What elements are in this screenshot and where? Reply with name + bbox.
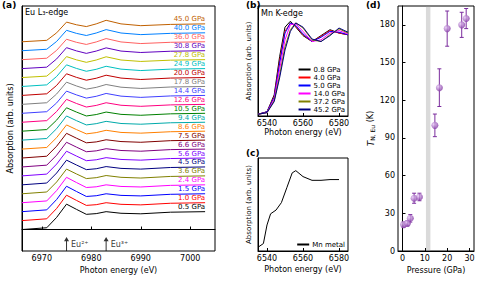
svg-text:24.9 GPa: 24.9 GPa <box>174 60 205 68</box>
svg-text:37.2 GPa: 37.2 GPa <box>314 98 345 106</box>
svg-text:4.5 GPa: 4.5 GPa <box>178 158 205 166</box>
svg-text:36.0 GPa: 36.0 GPa <box>174 33 205 41</box>
svg-text:20: 20 <box>442 254 452 263</box>
svg-text:6580: 6580 <box>329 119 349 128</box>
svg-text:Eu L₃-edge: Eu L₃-edge <box>25 8 68 17</box>
svg-text:20.0 GPa: 20.0 GPa <box>174 69 205 77</box>
svg-text:9.4 GPa: 9.4 GPa <box>178 114 205 122</box>
svg-text:7.5 GPa: 7.5 GPa <box>178 132 205 140</box>
svg-text:(c): (c) <box>246 148 260 158</box>
svg-text:Photon energy (eV): Photon energy (eV) <box>80 266 158 275</box>
svg-text:6560: 6560 <box>293 254 313 263</box>
svg-text:2.4 GPa: 2.4 GPa <box>178 176 205 184</box>
svg-text:45.2 GPa: 45.2 GPa <box>314 106 345 114</box>
svg-text:Photon energy (eV): Photon energy (eV) <box>264 128 342 137</box>
svg-text:6.6 GPa: 6.6 GPa <box>178 141 205 149</box>
svg-text:6980: 6980 <box>81 254 101 263</box>
svg-text:5.6 GPa: 5.6 GPa <box>178 150 205 158</box>
svg-text:Eu²⁺: Eu²⁺ <box>71 240 89 249</box>
svg-text:17.8 GPa: 17.8 GPa <box>174 78 205 86</box>
svg-text:(a): (a) <box>2 0 16 10</box>
svg-text:Mn K-edge: Mn K-edge <box>261 9 303 18</box>
svg-text:Pressure (GPa): Pressure (GPa) <box>407 266 466 275</box>
svg-text:45.0 GPa: 45.0 GPa <box>174 15 205 23</box>
svg-text:Absorption (arb. units): Absorption (arb. units) <box>245 165 253 244</box>
svg-text:T: T <box>365 140 376 147</box>
svg-text:0.8 GPa: 0.8 GPa <box>314 66 341 74</box>
svg-text:Photon energy (eV): Photon energy (eV) <box>264 265 342 274</box>
svg-text:40.0 GPa: 40.0 GPa <box>174 24 205 32</box>
svg-text:6540: 6540 <box>257 254 277 263</box>
svg-text:180: 180 <box>380 20 395 29</box>
svg-text:6540: 6540 <box>257 119 277 128</box>
svg-text:4.0 GPa: 4.0 GPa <box>314 74 341 82</box>
svg-text:14.4 GPa: 14.4 GPa <box>174 87 205 95</box>
svg-text:(d): (d) <box>366 0 381 10</box>
svg-text:Absorption (arb. units): Absorption (arb. units) <box>6 83 15 173</box>
svg-text:0: 0 <box>390 247 395 256</box>
svg-text:Absorption (arb. units): Absorption (arb. units) <box>245 21 253 100</box>
svg-text:1.0 GPa: 1.0 GPa <box>178 194 205 202</box>
svg-text:(b): (b) <box>246 0 261 10</box>
svg-text:(K): (K) <box>366 111 375 125</box>
svg-text:N, Eu: N, Eu <box>369 125 376 141</box>
svg-text:10: 10 <box>420 254 430 263</box>
svg-text:150: 150 <box>380 58 395 67</box>
svg-text:0.5 GPa: 0.5 GPa <box>178 203 205 211</box>
svg-text:7000: 7000 <box>180 254 200 263</box>
svg-text:6560: 6560 <box>293 119 313 128</box>
svg-text:90: 90 <box>385 133 395 142</box>
svg-text:14.0 GPa: 14.0 GPa <box>314 90 345 98</box>
svg-text:3.6 GPa: 3.6 GPa <box>178 167 205 175</box>
svg-text:30.8 GPa: 30.8 GPa <box>174 42 205 50</box>
svg-text:10.5 GPa: 10.5 GPa <box>174 105 205 113</box>
svg-text:6990: 6990 <box>131 254 151 263</box>
svg-text:60: 60 <box>385 171 395 180</box>
svg-text:Eu³⁺: Eu³⁺ <box>111 240 129 249</box>
svg-text:6970: 6970 <box>32 254 52 263</box>
svg-text:27.8 GPa: 27.8 GPa <box>174 51 205 59</box>
svg-text:30: 30 <box>385 209 395 218</box>
svg-text:120: 120 <box>380 96 395 105</box>
svg-text:1.5 GPa: 1.5 GPa <box>178 185 205 193</box>
svg-text:6580: 6580 <box>329 254 349 263</box>
svg-text:0: 0 <box>400 254 405 263</box>
svg-text:Mn metal: Mn metal <box>312 241 345 249</box>
svg-text:30: 30 <box>464 254 474 263</box>
svg-text:12.6 GPa: 12.6 GPa <box>174 96 205 104</box>
svg-text:5.0 GPa: 5.0 GPa <box>314 82 341 90</box>
svg-text:8.6 GPa: 8.6 GPa <box>178 123 205 131</box>
